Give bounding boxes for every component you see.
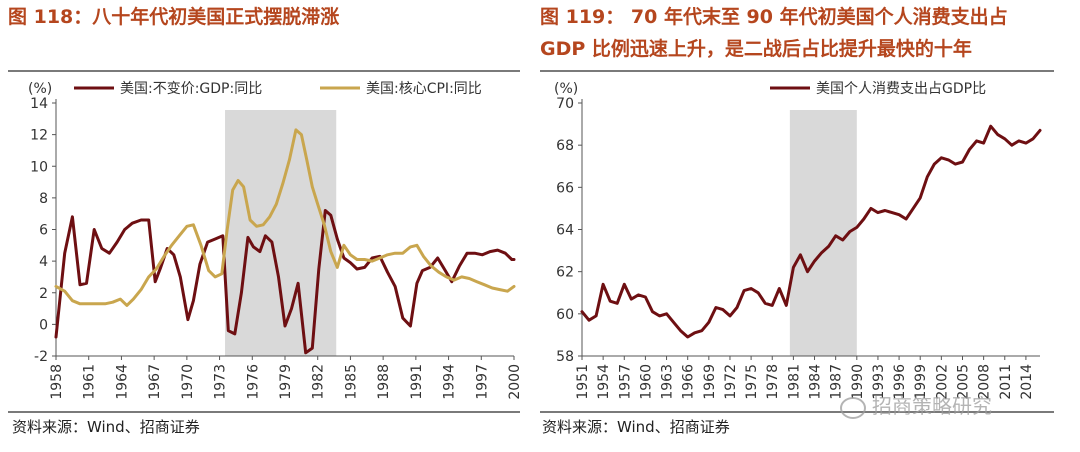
right-x-tick-label: 1954 [596,364,612,400]
right-y-tick-label: 70 [556,96,574,112]
right-shaded-region [789,110,857,356]
left-x-tick-label: 1967 [147,364,163,400]
left-y-tick-label: 10 [30,159,48,175]
left-source-note: 资料来源：Wind、招商证券 [12,418,200,436]
right-series-line-0 [580,124,1042,339]
left-x-tick-label: 1985 [343,364,359,400]
left-series-line-1 [54,128,516,307]
left-y-tick-label: 12 [30,128,48,144]
right-x-tick-label: 1987 [829,364,845,400]
right-y-tick-label: 58 [556,349,574,365]
right-x-tick-label: 1993 [871,364,887,400]
left-y-tick-label: -2 [34,349,48,365]
left-x-tick-label: 1961 [82,364,98,400]
right-y-tick-label: 68 [556,138,574,154]
left-x-tick-label: 1958 [49,364,65,400]
left-y-tick-label: 14 [30,96,48,112]
right-x-tick-label: 2011 [998,364,1014,400]
left-shaded-region [225,110,337,356]
right-x-tick-label: 1981 [786,364,802,400]
wechat-icon [840,396,866,419]
left-bottom-rule [8,411,520,413]
right-x-tick-label: 2008 [977,364,993,400]
left-x-tick-label: 1997 [474,364,490,400]
left-legend-label-0: 美国:不变价:GDP:同比 [120,81,262,97]
right-x-tick-label: 1975 [744,364,760,400]
left-x-tick-label: 1982 [311,364,327,400]
left-y-tick-label: 8 [39,191,48,207]
right-y-tick-label: 60 [556,307,574,323]
watermark: 招商策略研究 [840,390,992,419]
left-y-tick-label: 2 [39,286,48,302]
left-y-unit-label: (%) [28,81,52,97]
right-x-tick-label: 1951 [575,364,591,400]
right-figure-title-line2: GDP 比例迅速上升，是二战后占比提升最快的十年 [540,38,972,60]
right-y-tick-label: 64 [556,223,574,239]
left-x-tick-label: 1988 [376,364,392,400]
left-y-tick-label: 0 [39,317,48,333]
right-x-tick-label: 1957 [617,364,633,400]
right-y-unit-label: (%) [554,81,578,97]
left-x-tick-label: 2000 [507,364,523,400]
left-x-tick-label: 1973 [213,364,229,400]
left-series-line-0 [54,209,516,355]
left-top-rule [8,70,520,72]
right-x-tick-label: 1963 [660,364,676,400]
right-y-tick-label: 66 [556,180,574,196]
right-bottom-rule [540,411,1054,413]
left-y-tick-label: 4 [39,254,48,270]
right-x-tick-label: 1966 [681,364,697,400]
right-x-tick-label: 1972 [723,364,739,400]
left-x-tick-label: 1970 [180,364,196,400]
left-figure-title: 图 118：八十年代初美国正式摆脱滞涨 [8,6,340,28]
right-x-tick-label: 2005 [955,364,971,400]
left-x-tick-label: 1976 [245,364,261,400]
left-x-tick-label: 1994 [442,364,458,400]
left-legend-label-1: 美国:核心CPI:同比 [366,81,482,97]
right-source-note: 资料来源：Wind、招商证券 [542,418,730,436]
left-x-tick-label: 1964 [114,364,130,400]
right-y-tick-label: 62 [556,265,574,281]
right-x-tick-label: 1996 [892,364,908,400]
right-x-tick-label: 1978 [765,364,781,400]
right-x-tick-label: 2002 [934,364,950,400]
left-x-tick-label: 1991 [409,364,425,400]
right-x-tick-label: 1960 [638,364,654,400]
right-x-tick-label: 1990 [850,364,866,400]
right-x-tick-label: 1969 [702,364,718,400]
left-y-tick-label: 6 [39,223,48,239]
right-legend-label-0: 美国个人消费支出占GDP比 [816,81,986,97]
right-x-tick-label: 2014 [1019,364,1035,400]
right-x-tick-label: 1984 [808,364,824,400]
right-figure-title-line1: 图 119： 70 年代末至 90 年代初美国个人消费支出占 [540,6,1008,28]
right-x-tick-label: 1999 [913,364,929,400]
left-x-tick-label: 1979 [278,364,294,400]
right-top-rule [540,70,1054,72]
watermark-text: 招商策略研究 [872,394,992,418]
